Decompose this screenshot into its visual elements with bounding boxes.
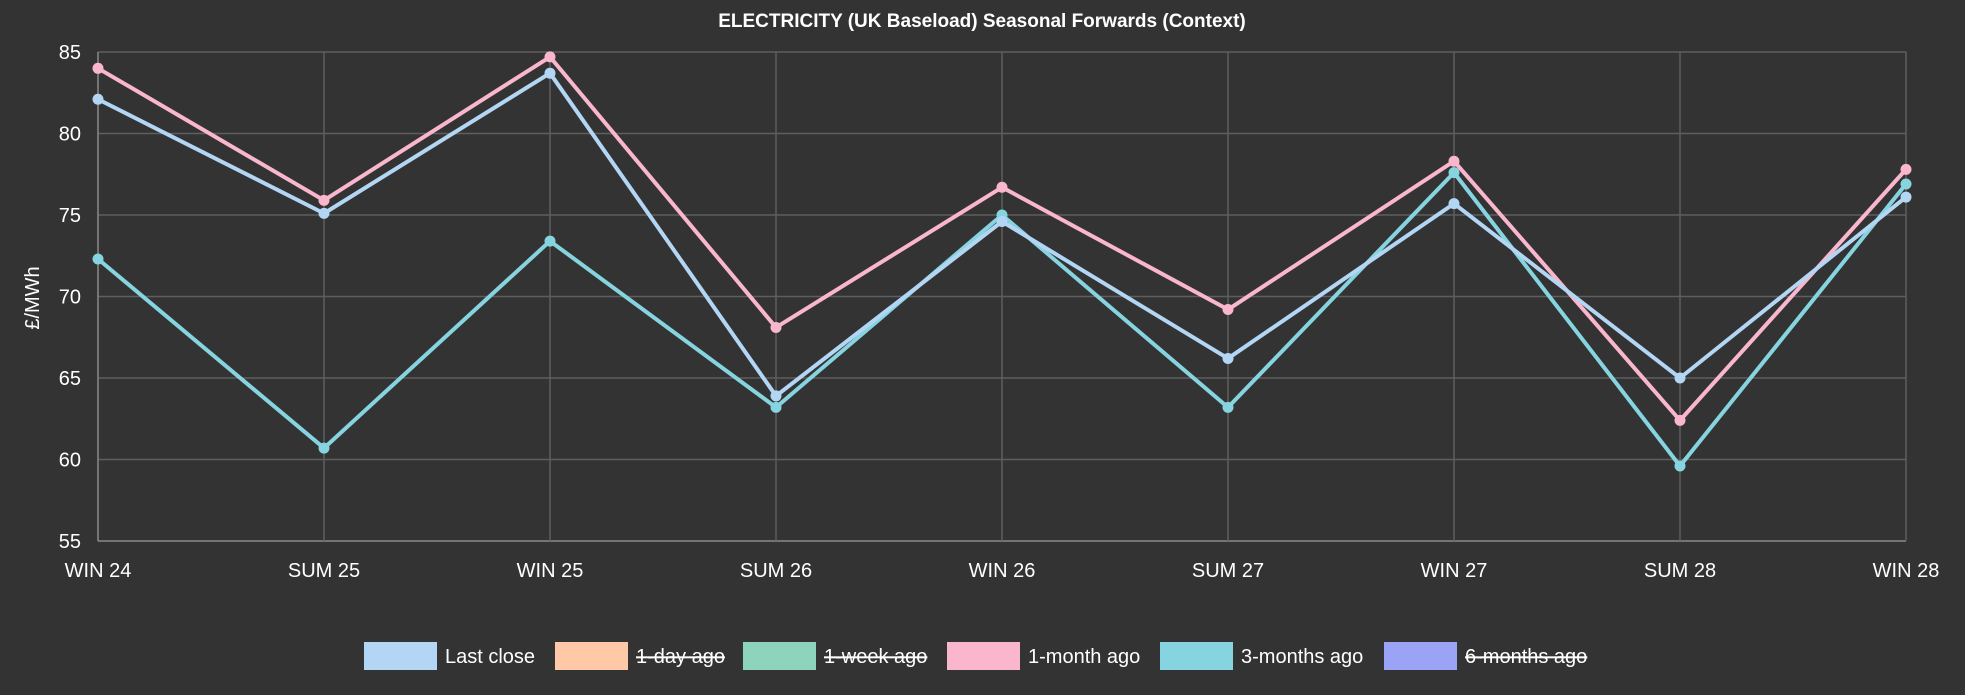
x-tick-label: WIN 26 bbox=[969, 560, 1036, 582]
x-tick-label: WIN 27 bbox=[1421, 560, 1488, 582]
x-tick-label: SUM 27 bbox=[1192, 560, 1264, 582]
legend-label: 3-months ago bbox=[1241, 646, 1363, 668]
legend-swatch bbox=[555, 642, 628, 670]
data-point[interactable] bbox=[92, 253, 104, 265]
data-point[interactable] bbox=[770, 390, 782, 402]
data-point[interactable] bbox=[1448, 198, 1460, 210]
legend-item[interactable]: 6-months ago bbox=[1384, 642, 1587, 670]
y-tick-label: 60 bbox=[59, 450, 81, 472]
data-point[interactable] bbox=[92, 93, 104, 105]
legend-swatch bbox=[364, 642, 437, 670]
y-axis-ticks: 55 60 65 70 75 80 85 bbox=[59, 42, 81, 553]
series bbox=[92, 51, 1912, 472]
data-point[interactable] bbox=[1900, 191, 1912, 203]
data-point[interactable] bbox=[770, 401, 782, 413]
legend-swatch bbox=[947, 642, 1020, 670]
legend-label: 6-months ago bbox=[1465, 646, 1587, 668]
data-point[interactable] bbox=[1448, 155, 1460, 167]
y-tick-label: 80 bbox=[59, 124, 81, 146]
y-tick-label: 70 bbox=[59, 287, 81, 309]
legend-swatch bbox=[1160, 642, 1233, 670]
series-last-close bbox=[92, 67, 1912, 402]
data-point[interactable] bbox=[1448, 167, 1460, 179]
legend-item[interactable]: 1-day ago bbox=[555, 642, 725, 670]
data-point[interactable] bbox=[1900, 178, 1912, 190]
legend-label: Last close bbox=[445, 646, 535, 668]
series-3-months-ago bbox=[92, 167, 1912, 472]
legend-label: 1-week ago bbox=[824, 646, 927, 668]
data-point[interactable] bbox=[544, 67, 556, 79]
legend-item[interactable]: Last close bbox=[364, 642, 535, 670]
grid bbox=[97, 51, 1907, 542]
data-point[interactable] bbox=[1222, 352, 1234, 364]
data-point[interactable] bbox=[1222, 401, 1234, 413]
x-axis-ticks: WIN 24 SUM 25 WIN 25 SUM 26 WIN 26 SUM 27 WIN … bbox=[65, 560, 1940, 582]
legend-item[interactable]: 1-week ago bbox=[743, 642, 927, 670]
legend-label: 1-month ago bbox=[1028, 646, 1140, 668]
y-axis-label: £/MWh bbox=[22, 266, 44, 329]
legend-label: 1-day ago bbox=[636, 646, 725, 668]
data-point[interactable] bbox=[1900, 163, 1912, 175]
legend-item[interactable]: 3-months ago bbox=[1160, 642, 1363, 670]
legend-swatch bbox=[743, 642, 816, 670]
data-point[interactable] bbox=[1674, 414, 1686, 426]
data-point[interactable] bbox=[1674, 460, 1686, 472]
data-point[interactable] bbox=[544, 235, 556, 247]
x-tick-label: SUM 25 bbox=[288, 560, 360, 582]
chart-title: ELECTRICITY (UK Baseload) Seasonal Forwa… bbox=[718, 11, 1246, 32]
data-point[interactable] bbox=[318, 194, 330, 206]
legend-swatch bbox=[1384, 642, 1457, 670]
x-tick-label: WIN 28 bbox=[1873, 560, 1940, 582]
data-point[interactable] bbox=[92, 62, 104, 74]
x-tick-label: SUM 28 bbox=[1644, 560, 1716, 582]
data-point[interactable] bbox=[318, 207, 330, 219]
x-tick-label: WIN 24 bbox=[65, 560, 132, 582]
y-tick-label: 55 bbox=[59, 531, 81, 553]
data-point[interactable] bbox=[996, 181, 1008, 193]
x-tick-label: WIN 25 bbox=[517, 560, 584, 582]
data-point[interactable] bbox=[770, 321, 782, 333]
y-tick-label: 85 bbox=[59, 42, 81, 64]
data-point[interactable] bbox=[544, 51, 556, 63]
data-point[interactable] bbox=[996, 216, 1008, 228]
y-tick-label: 65 bbox=[59, 368, 81, 390]
legend-item[interactable]: 1-month ago bbox=[947, 642, 1140, 670]
data-point[interactable] bbox=[1222, 304, 1234, 316]
data-point[interactable] bbox=[1674, 372, 1686, 384]
y-tick-label: 75 bbox=[59, 205, 81, 227]
series-1-month-ago bbox=[92, 51, 1912, 426]
legend: Last close 1-day ago 1-week ago 1-month ago… bbox=[364, 642, 1587, 670]
x-tick-label: SUM 26 bbox=[740, 560, 812, 582]
data-point[interactable] bbox=[318, 442, 330, 454]
